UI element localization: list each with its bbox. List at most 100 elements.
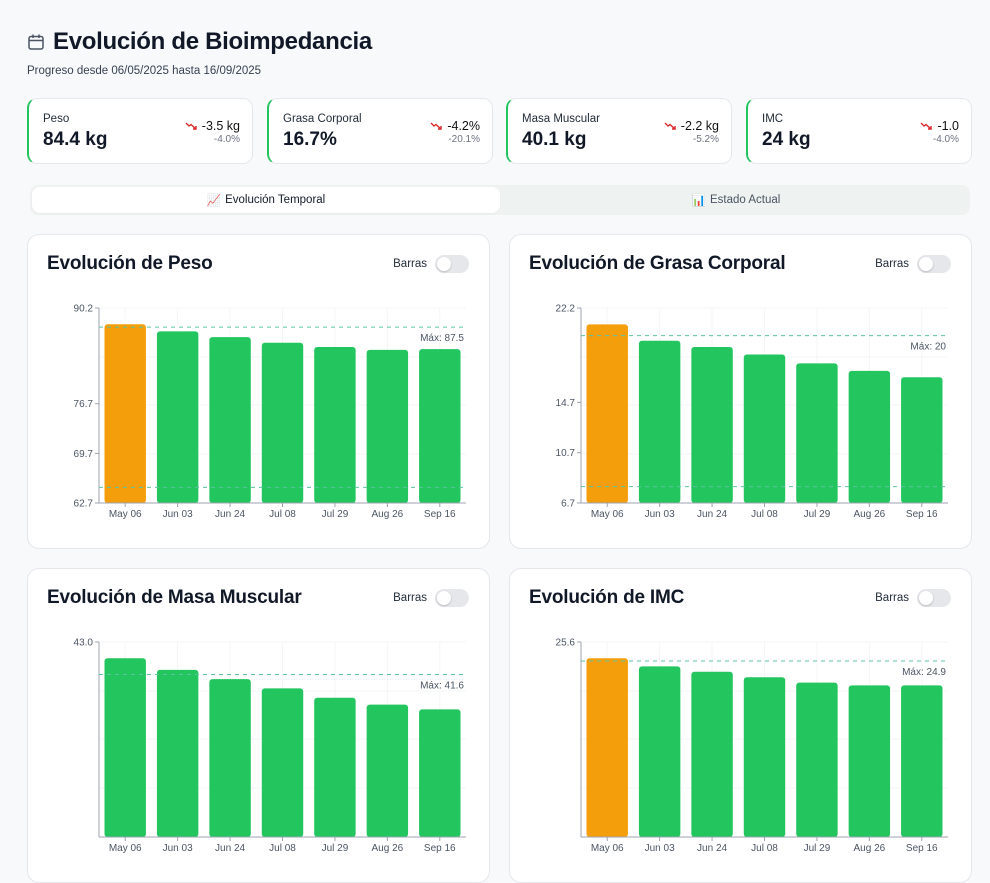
bar-jun-24[interactable] bbox=[691, 671, 733, 837]
toggle-label: Barras bbox=[875, 592, 909, 604]
bar-sep-16[interactable] bbox=[419, 709, 461, 837]
chart-title: Evolución de Masa Muscular bbox=[47, 587, 302, 608]
bar-chart: May 06 Jun 03 Jun 24 Jul 08 Jul 29 Aug 26 Sep … bbox=[74, 638, 466, 854]
stat-percent: -4.0% bbox=[213, 134, 240, 145]
bar-sep-16[interactable] bbox=[901, 685, 943, 837]
x-tick-label: Jun 03 bbox=[163, 509, 193, 520]
stat-label: Grasa Corporal bbox=[283, 113, 362, 125]
bar-aug-26[interactable] bbox=[848, 685, 891, 837]
bar-jul-29[interactable] bbox=[314, 697, 356, 837]
stat-value: 40.1 kg bbox=[522, 129, 587, 150]
chart-card-1: May 06 Jun 03 Jun 24 Jul 08 Jul 29 Aug 26 Sep … bbox=[509, 234, 972, 549]
x-tick-label: Aug 26 bbox=[854, 843, 886, 854]
bar-may-06[interactable] bbox=[586, 324, 628, 503]
x-tick-label: Jul 08 bbox=[269, 509, 296, 520]
x-tick-label: Jun 03 bbox=[645, 843, 675, 854]
bar-aug-26[interactable] bbox=[848, 370, 891, 503]
y-tick-label: 90.2 bbox=[74, 304, 94, 315]
bar-sep-16[interactable] bbox=[901, 377, 943, 503]
bar-sep-16[interactable] bbox=[419, 349, 461, 503]
bar-jul-08[interactable] bbox=[261, 688, 304, 837]
stat-value: 84.4 kg bbox=[43, 129, 108, 150]
bars-toggle[interactable]: Barras bbox=[393, 255, 469, 273]
bar-jun-24[interactable] bbox=[209, 337, 251, 503]
y-tick-label: 10.7 bbox=[556, 448, 576, 459]
trend-down-icon bbox=[664, 122, 676, 130]
bar-may-06[interactable] bbox=[104, 324, 146, 503]
bar-aug-26[interactable] bbox=[366, 704, 409, 837]
x-tick-label: May 06 bbox=[591, 509, 624, 520]
page-title: Evolución de Bioimpedancia bbox=[53, 28, 372, 55]
bar-jul-08[interactable] bbox=[261, 342, 304, 503]
bar-jun-24[interactable] bbox=[209, 679, 251, 837]
stat-change: -4.2% bbox=[430, 119, 480, 133]
bars-toggle[interactable]: Barras bbox=[875, 589, 951, 607]
bars-toggle[interactable]: Barras bbox=[393, 589, 469, 607]
bar-jun-03[interactable] bbox=[156, 669, 199, 837]
bar-jul-08[interactable] bbox=[743, 354, 786, 503]
chart-title: Evolución de Grasa Corporal bbox=[529, 253, 786, 274]
stat-change: -3.5 kg bbox=[185, 119, 240, 133]
bar-aug-26[interactable] bbox=[366, 349, 409, 503]
x-tick-label: Jul 29 bbox=[322, 843, 349, 854]
bar-jul-08[interactable] bbox=[743, 677, 786, 837]
bar-chart: May 06 Jun 03 Jun 24 Jul 08 Jul 29 Aug 26 Sep … bbox=[556, 304, 948, 520]
x-tick-label: May 06 bbox=[109, 509, 142, 520]
toggle-switch[interactable] bbox=[435, 255, 469, 273]
bar-may-06[interactable] bbox=[104, 658, 146, 837]
x-tick-label: Aug 26 bbox=[372, 509, 404, 520]
bar-jun-03[interactable] bbox=[156, 331, 199, 503]
stat-percent: -20.1% bbox=[448, 134, 480, 145]
bar-jul-29[interactable] bbox=[314, 347, 356, 503]
bar-jul-29[interactable] bbox=[796, 682, 838, 837]
x-tick-label: Aug 26 bbox=[854, 509, 886, 520]
x-tick-label: Jun 24 bbox=[697, 509, 727, 520]
x-tick-label: Aug 26 bbox=[372, 843, 404, 854]
max-label: Máx: 87.5 bbox=[420, 333, 464, 344]
x-tick-label: Jul 08 bbox=[751, 843, 778, 854]
toggle-label: Barras bbox=[393, 592, 427, 604]
calendar-icon bbox=[28, 34, 44, 50]
stat-change: -2.2 kg bbox=[664, 119, 719, 133]
toggle-label: Barras bbox=[875, 258, 909, 270]
y-tick-label: 22.2 bbox=[556, 304, 576, 315]
bar-chart-icon: 📊 bbox=[691, 195, 706, 207]
x-tick-label: Jul 29 bbox=[804, 843, 831, 854]
bar-jul-29[interactable] bbox=[796, 363, 838, 503]
chart-title: Evolución de Peso bbox=[47, 253, 213, 274]
stat-label: Peso bbox=[43, 113, 70, 125]
trend-down-icon bbox=[185, 122, 197, 130]
toggle-switch[interactable] bbox=[917, 589, 951, 607]
x-tick-label: Jul 08 bbox=[269, 843, 296, 854]
bars-toggle[interactable]: Barras bbox=[875, 255, 951, 273]
bar-jun-24[interactable] bbox=[691, 347, 733, 503]
page-header: Evolución de Bioimpedancia bbox=[27, 28, 372, 56]
trend-down-icon bbox=[430, 122, 443, 130]
x-tick-label: Jun 24 bbox=[215, 843, 245, 854]
stat-percent: -4.0% bbox=[932, 134, 959, 145]
stat-value: 24 kg bbox=[762, 129, 811, 150]
trend-down-icon bbox=[920, 122, 933, 130]
x-tick-label: Jun 24 bbox=[215, 509, 245, 520]
toggle-switch[interactable] bbox=[917, 255, 951, 273]
bar-may-06[interactable] bbox=[586, 658, 628, 837]
stat-label: IMC bbox=[762, 113, 784, 125]
view-tabs: 📈 Evolución Temporal 📊 Estado Actual bbox=[30, 185, 970, 215]
x-tick-label: Sep 16 bbox=[424, 509, 456, 520]
y-tick-label: 25.6 bbox=[556, 638, 576, 649]
y-tick-label: 43.0 bbox=[74, 638, 94, 649]
toggle-switch[interactable] bbox=[435, 589, 469, 607]
x-tick-label: May 06 bbox=[591, 843, 624, 854]
bar-jun-03[interactable] bbox=[638, 666, 681, 837]
tab-evolucion-temporal[interactable]: 📈 Evolución Temporal bbox=[32, 187, 500, 213]
stat-card-peso: Peso 84.4 kg -3.5 kg -4.0% bbox=[27, 98, 253, 164]
chart-card-0: May 06 Jun 03 Jun 24 Jul 08 Jul 29 Aug 26 Sep … bbox=[27, 234, 490, 549]
bar-jun-03[interactable] bbox=[638, 340, 681, 503]
chart-up-icon: 📈 bbox=[206, 195, 222, 207]
tab-estado-actual[interactable]: 📊 Estado Actual bbox=[691, 194, 781, 207]
stat-change: -1.0 bbox=[920, 119, 959, 133]
y-tick-label: 69.7 bbox=[74, 449, 94, 460]
stat-label: Masa Muscular bbox=[522, 113, 600, 125]
x-tick-label: Sep 16 bbox=[906, 509, 938, 520]
bar-chart: May 06 Jun 03 Jun 24 Jul 08 Jul 29 Aug 26 Sep … bbox=[74, 304, 466, 520]
